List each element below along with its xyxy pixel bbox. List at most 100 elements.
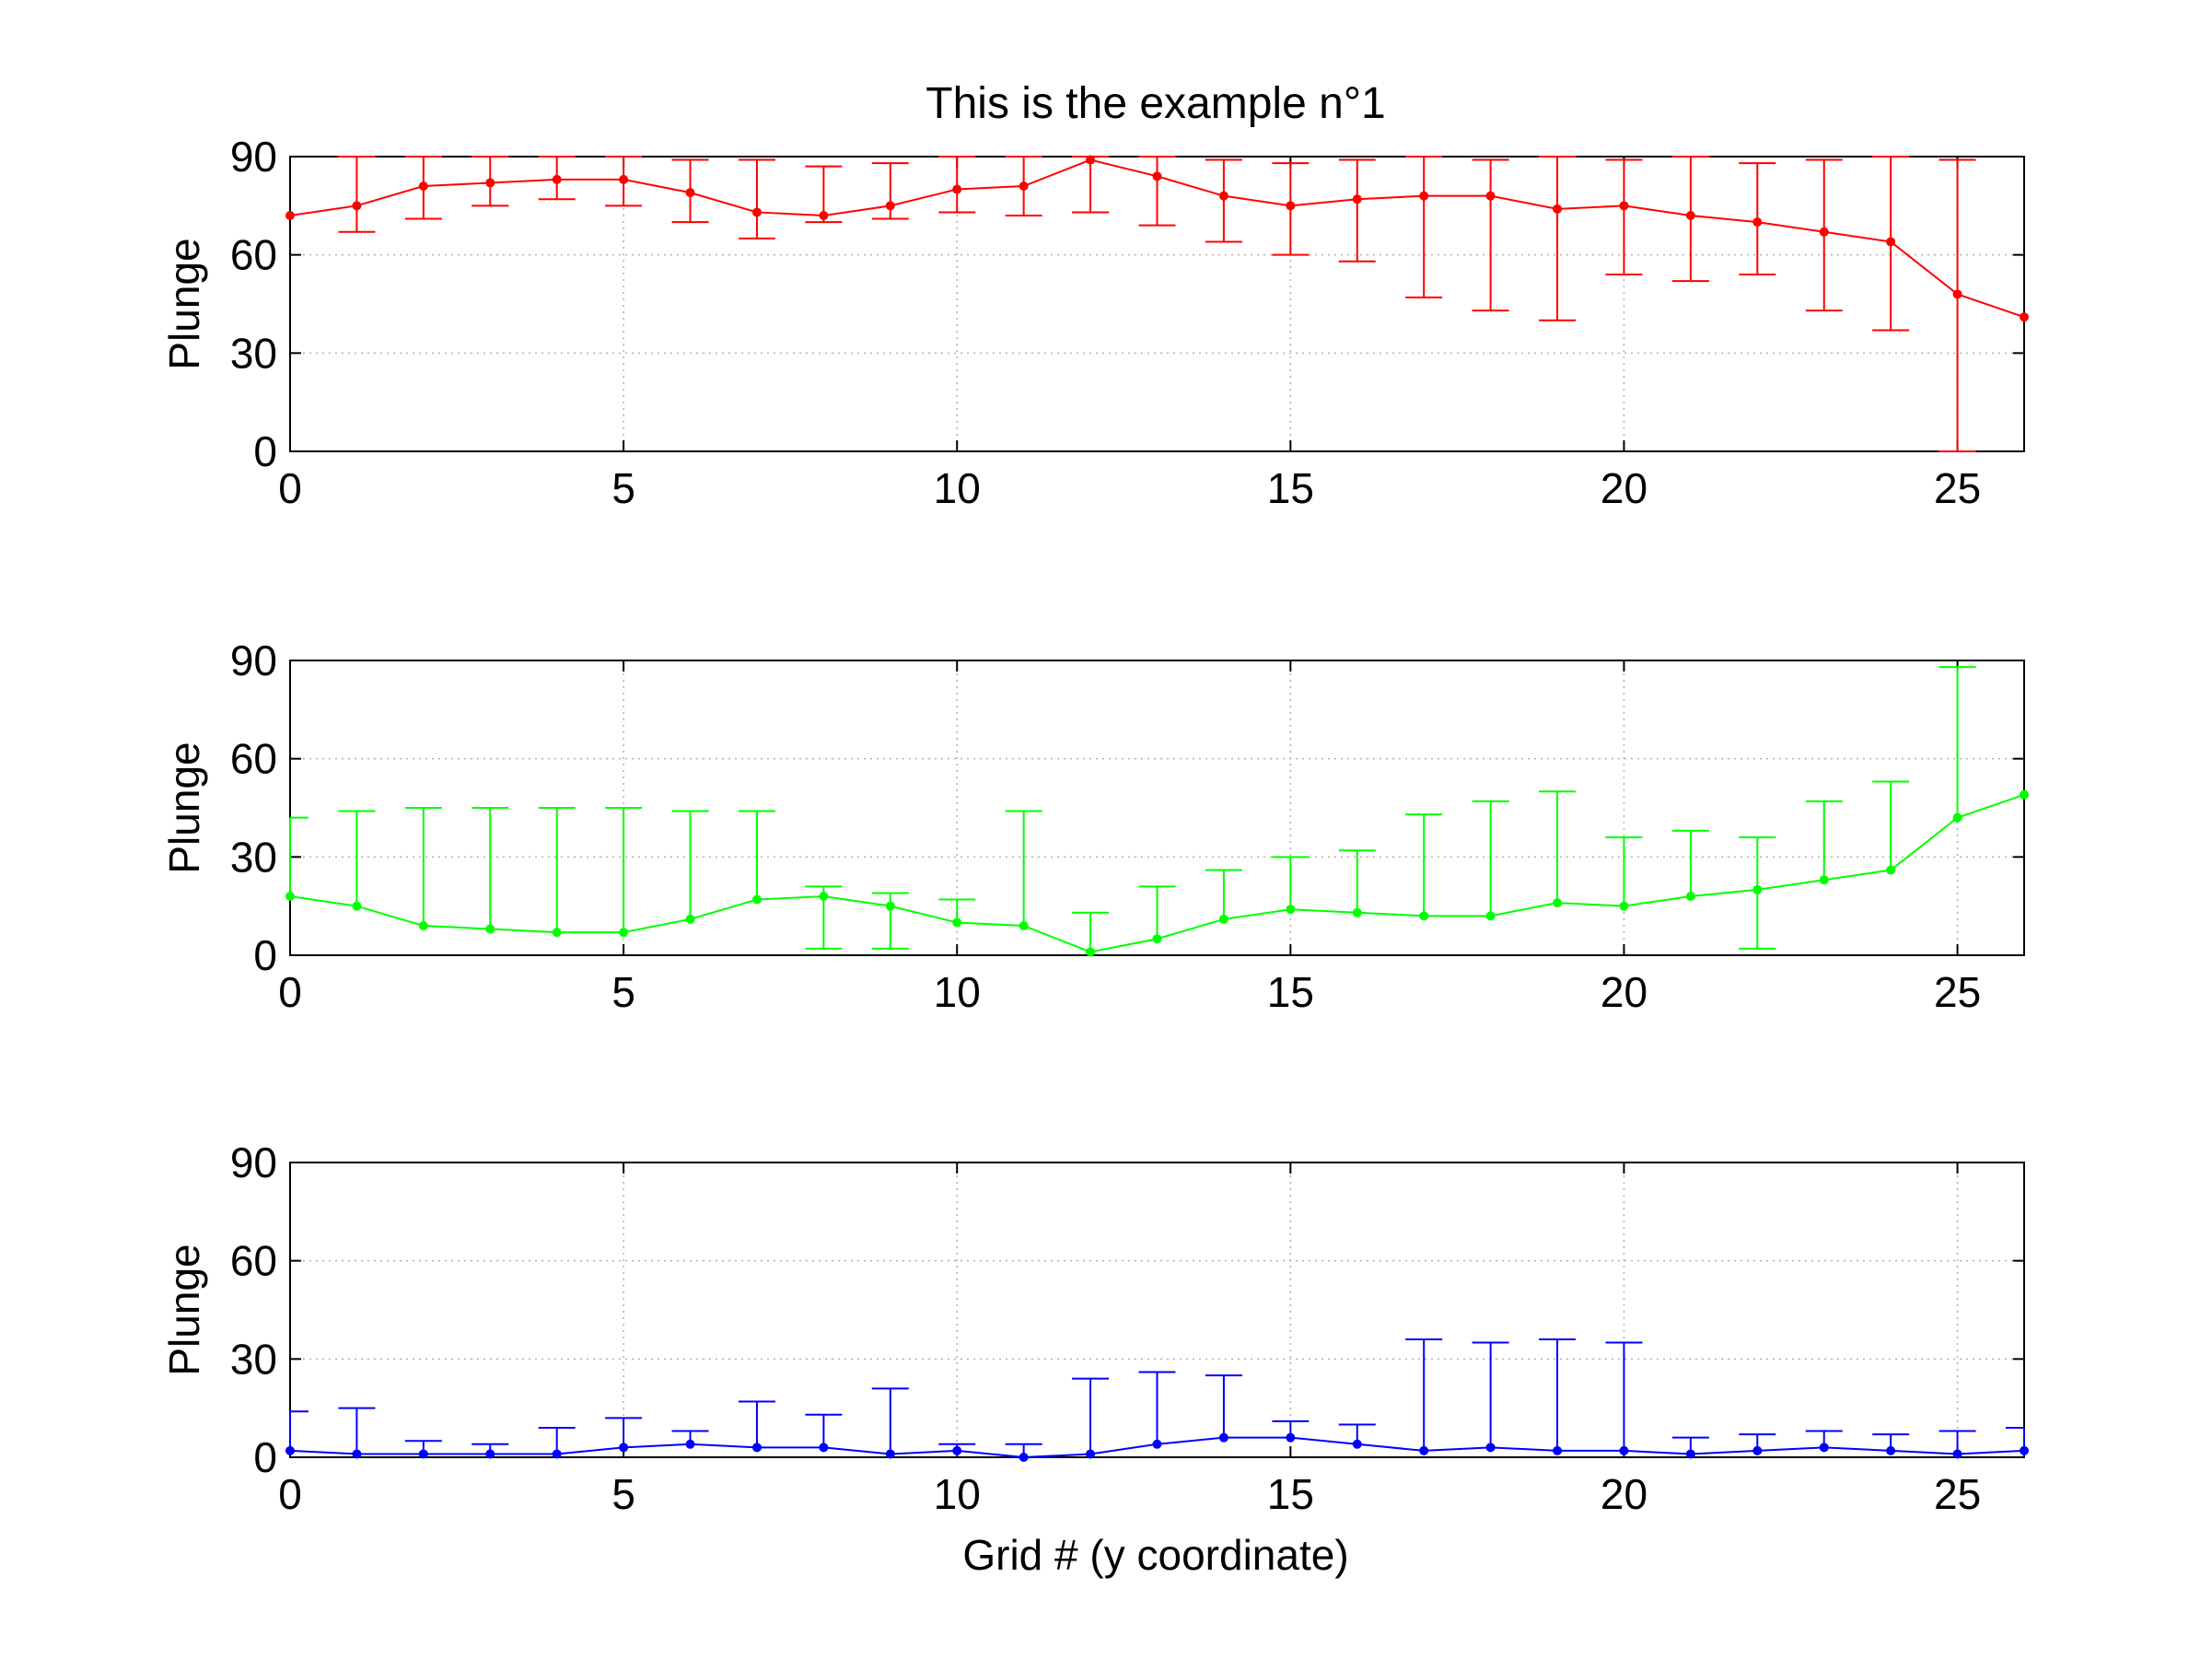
x-tick-label: 25 <box>1934 464 1981 512</box>
x-tick-label: 10 <box>934 968 981 1016</box>
data-point <box>552 174 562 184</box>
x-axis-label: Grid # (y coordinate) <box>962 1531 1348 1579</box>
data-point <box>1352 1439 1362 1449</box>
data-point <box>1619 201 1629 211</box>
data-point <box>1352 907 1362 917</box>
subplot-middle: 0 5 10 15 20 25 0 30 60 90 Plunge <box>160 637 2029 1016</box>
x-tick-label: 0 <box>278 464 302 512</box>
data-point <box>885 1449 895 1459</box>
data-point <box>352 201 362 211</box>
data-point <box>819 211 829 220</box>
data-point <box>1485 1443 1496 1453</box>
y-tick-label: 90 <box>230 133 277 181</box>
data-point <box>619 1443 629 1453</box>
data-point <box>418 181 428 191</box>
data-point <box>1752 217 1763 228</box>
x-tick-label: 20 <box>1601 464 1647 512</box>
y-tick-label: 60 <box>230 231 277 279</box>
axes-frame <box>289 660 2025 956</box>
data-point <box>1485 911 1496 921</box>
data-point <box>1419 911 1429 921</box>
data-point <box>1218 191 1228 201</box>
axes-frame <box>289 1162 2025 1458</box>
data-point <box>285 1445 295 1455</box>
data-point <box>285 892 295 901</box>
data-point <box>619 174 629 184</box>
x-tick-label: 25 <box>1934 1470 1981 1518</box>
x-tick-label: 10 <box>934 1470 981 1518</box>
y-tick-label: 30 <box>230 833 277 881</box>
y-tick-label: 30 <box>230 329 277 377</box>
y-axis-label: Plunge <box>160 238 208 369</box>
y-tick-label: 30 <box>230 1335 277 1383</box>
data-point <box>685 188 695 198</box>
data-point <box>1952 289 1962 299</box>
y-tick-label: 0 <box>253 427 277 475</box>
data-point <box>1218 914 1228 924</box>
data-point <box>1286 905 1296 915</box>
data-point <box>352 1449 362 1459</box>
y-tick-label: 0 <box>253 1433 277 1481</box>
data-point <box>1619 901 1629 911</box>
x-tick-label: 15 <box>1267 1470 1314 1518</box>
x-tick-label: 5 <box>611 464 635 512</box>
data-point <box>1218 1432 1228 1443</box>
data-point <box>2020 1445 2029 1455</box>
data-point <box>1485 191 1496 201</box>
data-point <box>1019 1453 1029 1462</box>
y-axis-label: Plunge <box>160 742 208 873</box>
data-point <box>1152 934 1162 944</box>
data-point <box>952 917 962 928</box>
data-point <box>1553 1445 1563 1455</box>
data-point <box>1952 1449 1962 1459</box>
x-tick-label: 0 <box>278 968 302 1016</box>
x-tick-label: 0 <box>278 1470 302 1518</box>
data-point <box>418 921 428 930</box>
data-point <box>552 1449 562 1459</box>
data-point <box>485 178 495 188</box>
data-point <box>1752 884 1763 894</box>
y-tick-label: 90 <box>230 637 277 684</box>
data-point <box>1685 1449 1695 1459</box>
subplot-bottom: 0 5 10 15 20 25 0 30 60 90 Plunge <box>160 1139 2029 1518</box>
data-point <box>1019 921 1029 930</box>
data-point <box>1352 194 1362 204</box>
data-point <box>552 928 562 938</box>
data-point <box>685 1439 695 1449</box>
data-point <box>885 901 895 911</box>
data-point <box>1419 1445 1429 1455</box>
x-tick-label: 15 <box>1267 464 1314 512</box>
y-tick-label: 60 <box>230 735 277 783</box>
y-axis-label: Plunge <box>160 1244 208 1375</box>
chart-title: This is the example n°1 <box>926 79 1385 128</box>
data-point <box>685 914 695 924</box>
data-point <box>485 1449 495 1459</box>
x-tick-label: 10 <box>934 464 981 512</box>
data-point <box>1886 237 1896 247</box>
x-tick-label: 5 <box>611 968 635 1016</box>
data-point <box>751 207 762 217</box>
data-point <box>751 1443 762 1453</box>
data-point <box>751 894 762 905</box>
data-point <box>1886 1445 1896 1455</box>
x-tick-label: 20 <box>1601 968 1647 1016</box>
data-point <box>1152 1439 1162 1449</box>
x-tick-label: 25 <box>1934 968 1981 1016</box>
data-point <box>1619 1445 1629 1455</box>
data-point <box>1553 204 1563 214</box>
data-point <box>619 928 629 938</box>
y-tick-label: 0 <box>253 931 277 979</box>
data-point <box>1952 812 1962 823</box>
data-point <box>2020 312 2029 322</box>
data-point <box>1152 171 1162 181</box>
y-tick-label: 60 <box>230 1237 277 1285</box>
data-point <box>1819 1443 1829 1453</box>
data-point <box>1086 947 1096 957</box>
data-point <box>1019 181 1029 191</box>
data-point <box>952 184 962 194</box>
data-point <box>1086 155 1096 165</box>
x-tick-label: 5 <box>611 1470 635 1518</box>
data-point <box>952 1445 962 1455</box>
data-point <box>1819 875 1829 885</box>
data-point <box>1752 1445 1763 1455</box>
